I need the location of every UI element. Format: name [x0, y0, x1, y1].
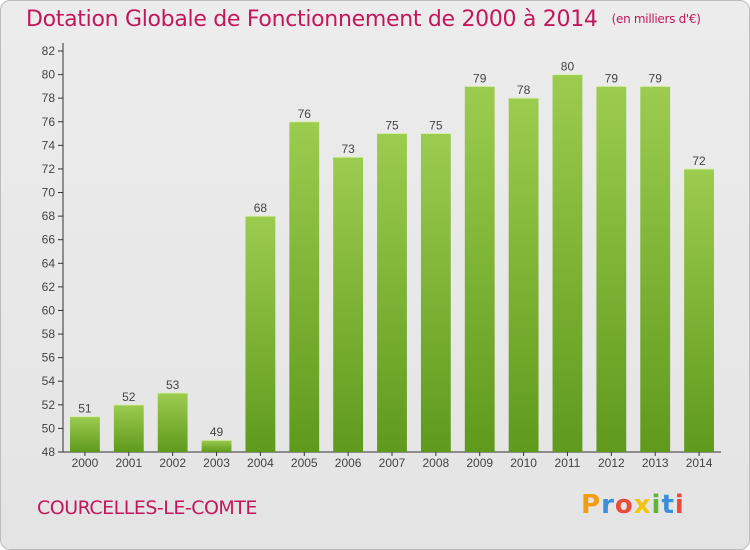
bar-2005 — [289, 122, 319, 452]
logo-letter-3: x — [634, 490, 652, 520]
bar-value-label-2014: 72 — [692, 154, 706, 168]
bar-2009 — [465, 86, 495, 452]
y-tick-label-68: 68 — [42, 209, 56, 223]
logo-letter-4: i — [652, 490, 662, 520]
bar-2002 — [158, 393, 188, 452]
logo-letter-0: P — [581, 490, 601, 520]
bar-value-label-2012: 79 — [605, 71, 619, 85]
x-tick-label-2007: 2007 — [379, 456, 406, 470]
y-tick-label-76: 76 — [42, 115, 56, 129]
y-tick-label-66: 66 — [42, 233, 56, 247]
x-tick-label-2003: 2003 — [203, 456, 230, 470]
bar-2000 — [70, 417, 100, 452]
bar-2013 — [640, 86, 670, 452]
bar-value-label-2009: 79 — [473, 71, 487, 85]
y-tick-label-54: 54 — [42, 374, 56, 388]
bar-2001 — [114, 405, 144, 452]
y-tick-label-78: 78 — [42, 91, 56, 105]
y-tick-label-62: 62 — [42, 280, 56, 294]
y-tick-label-56: 56 — [42, 351, 56, 365]
bar-2010 — [509, 98, 539, 452]
proxiti-logo: Proxiti — [581, 490, 685, 520]
bar-2014 — [684, 169, 714, 452]
bar-value-label-2008: 75 — [429, 119, 443, 133]
bar-value-label-2013: 79 — [649, 71, 663, 85]
x-tick-label-2011: 2011 — [555, 456, 581, 470]
bar-2003 — [202, 440, 232, 452]
x-tick-label-2006: 2006 — [335, 456, 362, 470]
x-tick-label-2005: 2005 — [291, 456, 318, 470]
logo-letter-2: o — [615, 490, 634, 520]
bar-2008 — [421, 134, 451, 452]
x-tick-label-2004: 2004 — [247, 456, 274, 470]
y-tick-label-74: 74 — [42, 138, 56, 152]
y-tick-label-70: 70 — [42, 186, 56, 200]
bar-2004 — [245, 216, 275, 452]
x-tick-label-2008: 2008 — [423, 456, 450, 470]
x-tick-label-2001: 2001 — [115, 456, 142, 470]
bar-2012 — [596, 86, 626, 452]
bar-2011 — [553, 75, 583, 452]
y-tick-label-50: 50 — [42, 421, 56, 435]
bar-value-label-2000: 51 — [78, 402, 92, 416]
bar-value-label-2003: 49 — [210, 425, 224, 439]
y-tick-label-58: 58 — [42, 327, 56, 341]
x-tick-label-2002: 2002 — [159, 456, 186, 470]
y-tick-label-82: 82 — [42, 44, 56, 58]
bar-value-label-2001: 52 — [122, 390, 136, 404]
bar-value-label-2002: 53 — [166, 378, 180, 392]
x-tick-label-2014: 2014 — [686, 456, 713, 470]
y-tick-label-64: 64 — [42, 256, 56, 270]
chart-frame: Dotation Globale de Fonctionnement de 20… — [0, 0, 750, 550]
bar-value-label-2006: 73 — [341, 142, 355, 156]
commune-name: COURCELLES-LE-COMTE — [37, 497, 257, 519]
bar-value-label-2010: 78 — [517, 83, 531, 97]
y-tick-label-60: 60 — [42, 303, 56, 317]
y-tick-label-80: 80 — [42, 68, 56, 82]
x-tick-label-2010: 2010 — [510, 456, 537, 470]
bar-2007 — [377, 134, 407, 452]
logo-letter-6: i — [675, 490, 685, 520]
bar-value-label-2005: 76 — [298, 107, 312, 121]
bar-2006 — [333, 157, 363, 452]
logo-letter-5: t — [661, 490, 674, 520]
x-tick-label-2013: 2013 — [642, 456, 669, 470]
bar-value-label-2007: 75 — [385, 119, 399, 133]
x-tick-label-2009: 2009 — [466, 456, 493, 470]
y-tick-label-72: 72 — [42, 162, 56, 176]
logo-letter-1: r — [601, 490, 615, 520]
y-tick-label-48: 48 — [42, 445, 56, 459]
x-tick-label-2000: 2000 — [72, 456, 99, 470]
bar-chart: 48 50 52 54 56 58 60 62 64 66 68 70 72 74 76 78 80 82 51 20… — [1, 1, 749, 549]
x-tick-label-2012: 2012 — [598, 456, 625, 470]
bar-value-label-2011: 80 — [561, 60, 575, 74]
y-tick-label-52: 52 — [42, 398, 56, 412]
bar-value-label-2004: 68 — [254, 201, 268, 215]
